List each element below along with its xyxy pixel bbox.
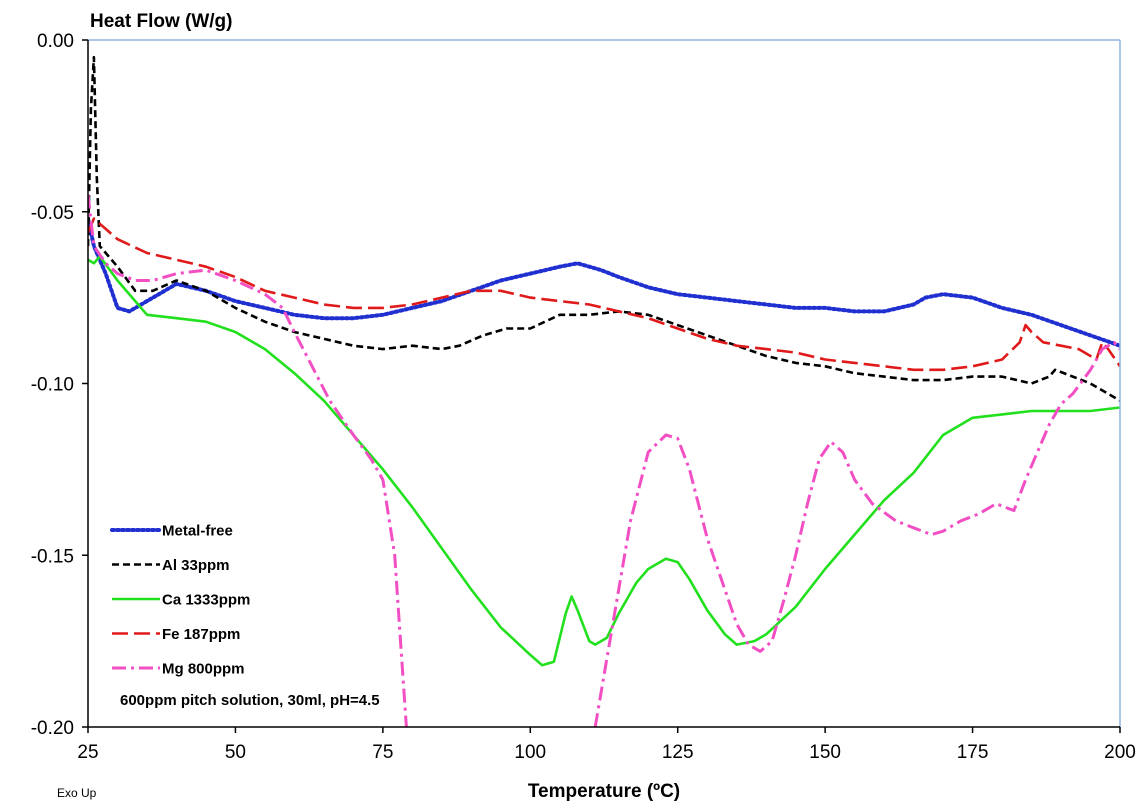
x-tick-label: 125 [662,742,694,763]
y-axis-title: Heat Flow (W/g) [90,11,232,32]
legend-label: Fe 187ppm [162,626,240,643]
legend-entry: Ca 1333ppm [112,592,250,609]
x-tick-label: 75 [372,742,393,763]
y-tick-label: 0.00 [37,31,74,52]
series-line-ca-1333ppm-2 [88,255,1120,667]
legend-entry: Al 33ppm [112,557,230,574]
y-tick-label: -0.20 [31,718,74,739]
x-tick-label: 175 [957,742,989,763]
series-line-mg-800ppm-5 [593,340,1120,727]
legend-label: Al 33ppm [162,557,230,574]
exo-up-note: Exo Up [57,786,97,800]
x-axis-title: Temperature (ºC) [528,781,680,802]
x-tick-label: 50 [225,742,246,763]
x-tick-label: 150 [809,742,841,763]
legend: Metal-free Al 33ppm Ca 1333ppm Fe 187ppm Mg … [110,523,250,678]
legend-label: Metal-free [162,523,233,540]
series-line-mg-800ppm-4 [88,194,408,727]
x-tick-label: 200 [1104,742,1136,763]
series-line-al-33ppm-1 [88,55,1120,402]
chart-annotation: 600ppm pitch solution, 30ml, pH=4.5 [120,692,380,709]
legend-entry: Metal-free [110,523,233,540]
y-tick-label: -0.10 [31,375,74,396]
y-tick-label: -0.15 [31,546,74,567]
x-tick-label: 25 [77,742,98,763]
legend-label: Mg 800ppm [162,661,245,678]
x-tick-label: 100 [514,742,546,763]
plot-area [88,55,1120,727]
legend-entry: Mg 800ppm [112,661,245,678]
series-line-fe-187ppm-3 [88,217,1120,372]
y-tick-label: -0.05 [31,203,74,224]
legend-label: Ca 1333ppm [162,592,250,609]
legend-entry: Fe 187ppm [112,626,240,643]
